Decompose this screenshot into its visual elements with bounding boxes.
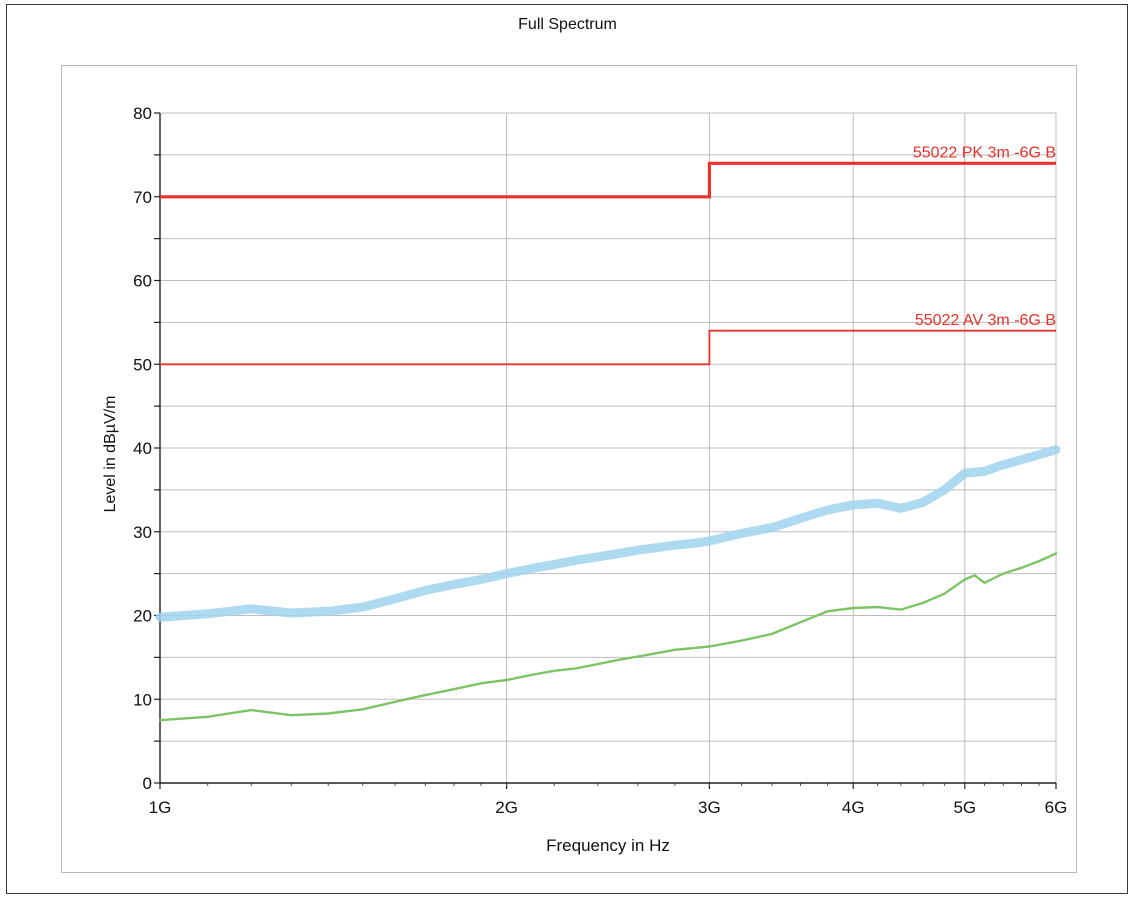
limit-line [160, 329, 1056, 366]
series-layer [155, 445, 1061, 722]
x-tick-label: 4G [842, 798, 865, 817]
series-line [155, 445, 1061, 622]
x-axis-label: Frequency in Hz [546, 836, 670, 855]
axis-layer [154, 112, 1057, 789]
limit-line [160, 161, 1056, 199]
x-tick-label: 6G [1045, 798, 1068, 817]
y-tick-label: 20 [133, 607, 152, 626]
y-tick-label: 60 [133, 272, 152, 291]
y-tick-label: 70 [133, 188, 152, 207]
chart-title: Full Spectrum [518, 16, 617, 33]
x-tick-label: 2G [495, 798, 518, 817]
limit-line-label: 55022 PK 3m -6G B [913, 144, 1056, 161]
y-tick-label: 0 [143, 774, 152, 793]
y-tick-label: 80 [133, 104, 152, 123]
y-tick-label: 40 [133, 439, 152, 458]
series-line [158, 552, 1058, 722]
y-tick-label: 30 [133, 523, 152, 542]
limit-line-label: 55022 AV 3m -6G B [915, 312, 1056, 329]
label-layer: 0 10 20 30 40 50 60 70 80 1G 2G 3G 4G 5G 6G 55022 PK 3m… [133, 104, 1067, 817]
x-tick-label: 3G [698, 798, 721, 817]
chart-frame [6, 4, 1128, 894]
x-tick-label: 5G [953, 798, 976, 817]
y-tick-label: 10 [133, 690, 152, 709]
x-tick-label: 1G [149, 798, 172, 817]
limit-layer [160, 161, 1056, 366]
y-tick-label: 50 [133, 355, 152, 374]
grid-layer [159, 112, 1057, 784]
plot-area-border [61, 65, 1077, 873]
